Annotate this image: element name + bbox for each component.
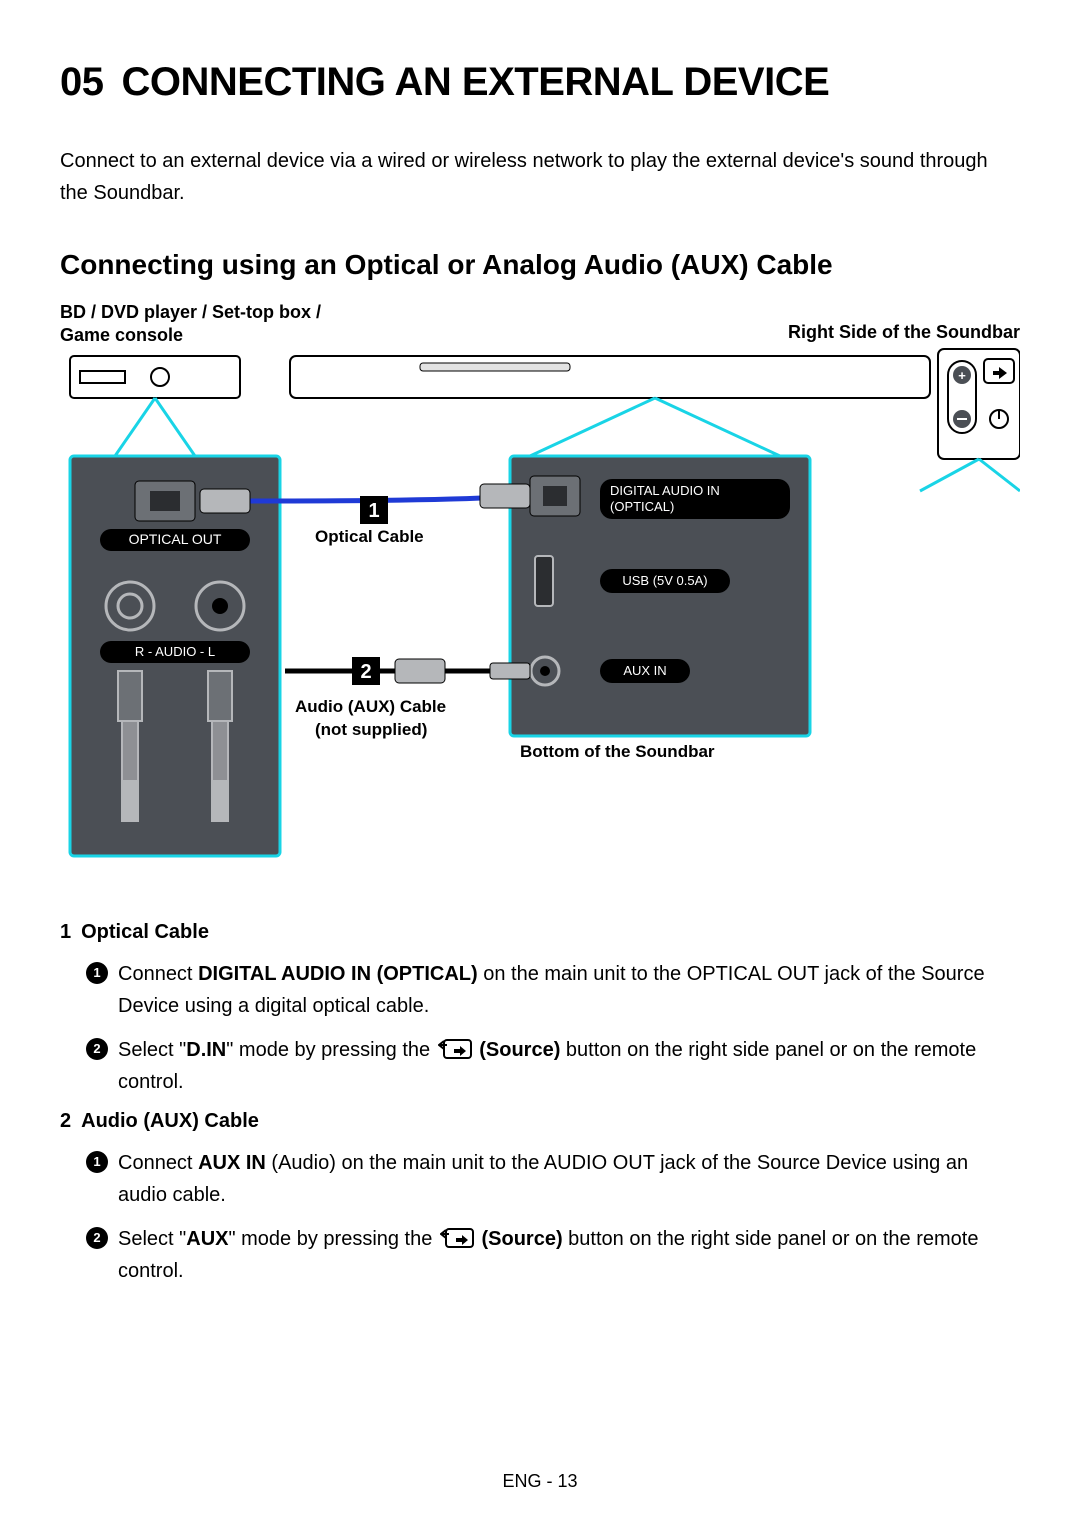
instruction-step: 2 Select "D.IN" mode by pressing the (Sou… — [60, 1034, 1020, 1098]
source-device-label: BD / DVD player / Set-top box / Game con… — [60, 301, 360, 348]
section-title: Connecting using an Optical or Analog Au… — [60, 249, 1020, 281]
step-text: Connect AUX IN (Audio) on the main unit … — [118, 1147, 1020, 1211]
source-panel: OPTICAL OUT R - AUDIO - L — [70, 456, 280, 856]
instruction-heading: 1 Optical Cable — [60, 921, 1020, 944]
side-panel-icon: + — [938, 349, 1020, 459]
svg-text:DIGITAL AUDIO IN: DIGITAL AUDIO IN — [610, 483, 720, 498]
step-bullet: 1 — [86, 962, 108, 984]
instruction-step: 1 Connect DIGITAL AUDIO IN (OPTICAL) on t… — [60, 958, 1020, 1022]
instruction-step: 2 Select "AUX" mode by pressing the (Sour… — [60, 1223, 1020, 1287]
svg-text:2: 2 — [360, 661, 371, 683]
svg-text:1: 1 — [368, 500, 379, 522]
diagram-svg: + — [60, 301, 1020, 871]
bottom-label: Bottom of the Soundbar — [520, 741, 715, 763]
instructions-section: 1 Optical Cable 1 Connect DIGITAL AUDIO IN … — [60, 921, 1020, 1287]
chapter-title: 05 CONNECTING AN EXTERNAL DEVICE — [60, 60, 1020, 105]
source-icon — [440, 1228, 474, 1248]
svg-text:USB (5V 0.5A): USB (5V 0.5A) — [622, 573, 707, 588]
instruction-block: 2 Audio (AUX) Cable 1 Connect AUX IN (Audio… — [60, 1110, 1020, 1287]
usb-port-icon — [535, 556, 553, 606]
source-icon — [438, 1039, 472, 1059]
instruction-ordinal: 2 — [60, 1110, 71, 1132]
soundbar-bottom-panel: DIGITAL AUDIO IN (OPTICAL) USB (5V 0.5A)… — [510, 456, 810, 736]
svg-text:AUX IN: AUX IN — [623, 663, 666, 678]
page-footer: ENG - 13 — [0, 1471, 1080, 1492]
source-button-icon — [984, 359, 1014, 383]
aux-cable-sub: (not supplied) — [315, 719, 427, 741]
chapter-title-text: CONNECTING AN EXTERNAL DEVICE — [122, 60, 830, 104]
svg-text:+: + — [958, 368, 966, 383]
soundbar-top-icon — [290, 356, 930, 398]
instruction-step: 1 Connect AUX IN (Audio) on the main unit… — [60, 1147, 1020, 1211]
optical-out-label: OPTICAL OUT — [129, 531, 222, 547]
instruction-heading-text: Audio (AUX) Cable — [81, 1110, 259, 1132]
step-text: Select "AUX" mode by pressing the (Sourc… — [118, 1223, 1020, 1287]
intro-paragraph: Connect to an external device via a wire… — [60, 145, 1020, 209]
step-text: Connect DIGITAL AUDIO IN (OPTICAL) on th… — [118, 958, 1020, 1022]
svg-text:(OPTICAL): (OPTICAL) — [610, 499, 674, 514]
step-bullet: 1 — [86, 1151, 108, 1173]
instruction-heading-text: Optical Cable — [81, 921, 209, 943]
aux-cable-label: Audio (AUX) Cable — [295, 696, 446, 718]
instruction-block: 1 Optical Cable 1 Connect DIGITAL AUDIO IN … — [60, 921, 1020, 1098]
instruction-ordinal: 1 — [60, 921, 71, 943]
step-bullet: 2 — [86, 1227, 108, 1249]
right-side-label: Right Side of the Soundbar — [788, 321, 1020, 344]
audio-rl-label: R - AUDIO - L — [135, 644, 215, 659]
instruction-heading: 2 Audio (AUX) Cable — [60, 1110, 1020, 1133]
optical-in-port-icon — [530, 476, 580, 516]
connection-diagram: BD / DVD player / Set-top box / Game con… — [60, 301, 1020, 871]
step-bullet: 2 — [86, 1038, 108, 1060]
optical-out-port-icon — [135, 481, 195, 521]
optical-cable-label: Optical Cable — [315, 526, 424, 548]
dvd-player-icon — [70, 356, 240, 398]
step-text: Select "D.IN" mode by pressing the (Sour… — [118, 1034, 1020, 1098]
chapter-number: 05 — [60, 60, 104, 104]
aux-cable-icon: 2 — [285, 657, 530, 685]
